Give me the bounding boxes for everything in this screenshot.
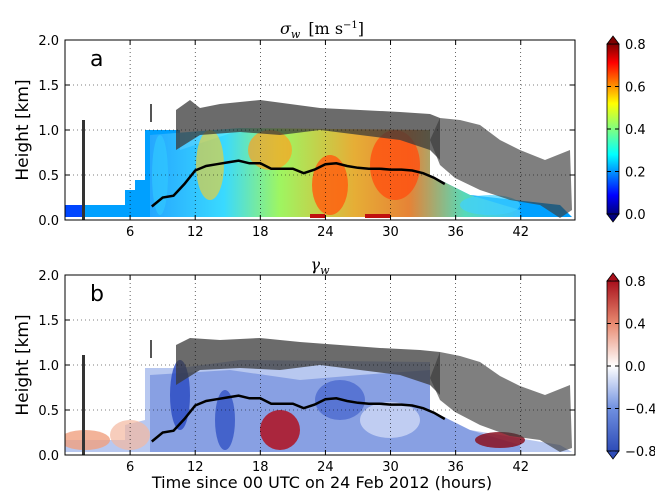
x-tick-label: 12 [187,225,204,240]
y-tick-label: 0.5 [38,404,59,419]
y-tick-label: 0.5 [38,169,59,184]
panel-b-heatmap [65,338,572,455]
panel-b-label: b [90,282,104,307]
colorbar-tick-label: 0.8 [625,38,646,53]
x-tick-label: 30 [382,225,399,240]
panel-b-ticks: 6 12 18 24 30 36 42 0.0 0.5 1.0 1.5 2.0 [38,269,575,475]
colorbar-tick-label: 0.2 [625,166,646,181]
colorbar-tick-label: 0.6 [625,81,646,96]
x-tick-label: 18 [252,460,269,475]
panel-a-title-unit: [m s [308,19,343,38]
y-tick-label: 1.0 [38,359,59,374]
x-tick-label: 42 [512,225,529,240]
x-tick-label: 24 [317,460,334,475]
panel-a-ylabel: Height [km] [13,79,33,180]
colorbar-tick-label: 0.4 [625,318,646,333]
y-tick-label: 2.0 [38,34,59,49]
x-tick-label: 12 [187,460,204,475]
panel-b-ylabel: Height [km] [13,314,33,415]
colorbar-tick-label: 0.0 [625,360,646,375]
x-tick-label: 18 [252,225,269,240]
x-tick-label: 6 [126,460,134,475]
panel-b-cloud-region [82,338,572,455]
x-tick-label: 24 [317,225,334,240]
panel-b-colorbar-max-arrow [606,272,620,282]
figure-xlabel: Time since 00 UTC on 24 Feb 2012 (hours) [151,473,492,492]
panel-b-colorbar-min-arrow [606,450,620,460]
panel-a-title-unit-exp: −1 [343,20,358,31]
panel-b-colorbar: 0.8 0.4 0.0 −0.4 −0.8 [606,272,655,460]
y-tick-label: 1.0 [38,124,59,139]
y-tick-label: 0.0 [38,214,59,229]
panel-a-label: a [90,47,103,72]
colorbar-tick-label: 0.8 [625,275,646,290]
y-tick-label: 1.5 [38,79,59,94]
panel-a-colorbar-min-arrow [606,213,620,223]
y-tick-label: 0.0 [38,449,59,464]
x-tick-label: 36 [447,225,464,240]
panel-b-title-sub: w [320,264,330,277]
x-tick-label: 36 [447,460,464,475]
panel-a-title-symbol: σ [280,19,292,38]
panel-a: σw [m s−1] 6 12 18 24 30 36 420. [13,19,646,240]
panel-a-cloud-region [82,100,572,220]
panel-a-title: σw [m s−1] [280,19,364,41]
panel-a-title-unit-close: ] [358,19,364,38]
panel-a-colorbar-max-arrow [606,35,620,45]
x-tick-label: 30 [382,460,399,475]
panel-a-heatmap [65,100,572,220]
colorbar-tick-label: 0.4 [625,123,646,138]
y-tick-label: 2.0 [38,269,59,284]
colorbar-tick-label: 0.0 [625,208,646,223]
panel-b-grid [65,275,575,455]
panel-b: γw 6 12 18 24 30 36 420.00.51.01.52.0 b H [13,255,655,492]
panel-a-grid [65,40,575,220]
panel-b-boundary-layer-line [151,394,446,443]
x-tick-label: 42 [512,460,529,475]
panel-b-title-symbol: γ [311,255,321,274]
panel-a-title-sub: w [291,28,301,41]
panel-a-boundary-layer-line [151,159,446,208]
colorbar-tick-label: −0.8 [625,445,655,460]
panel-b-title: γw [311,255,331,277]
x-tick-label: 6 [126,225,134,240]
panel-a-colorbar: 0.0 0.2 0.4 0.6 0.8 [606,35,646,223]
y-tick-label: 1.5 [38,314,59,329]
panel-a-ticks: 6 12 18 24 30 36 42 0.0 0.5 1.0 1.5 2.0 [38,34,575,240]
colorbar-tick-label: −0.4 [625,403,655,418]
